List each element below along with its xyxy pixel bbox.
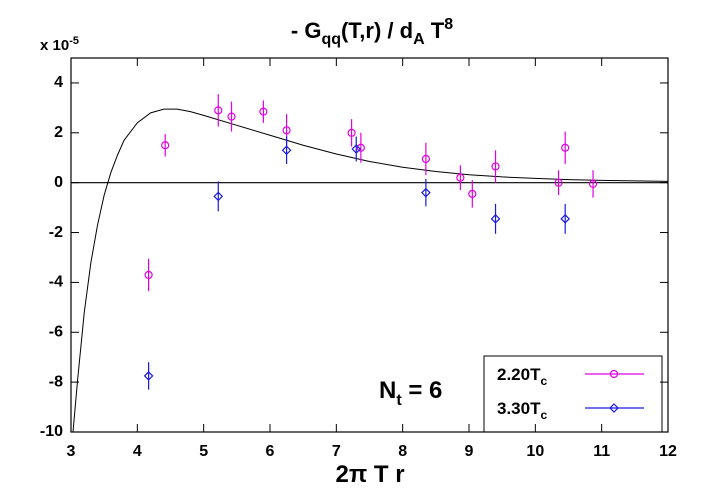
legend-box: [483, 355, 663, 433]
marker: [356, 143, 365, 152]
x-tick-label: 8: [398, 443, 407, 460]
y-tick-label: 2: [54, 124, 63, 141]
marker: [554, 178, 563, 187]
y-tick-label: -10: [40, 423, 63, 440]
marker: [490, 213, 501, 224]
marker: [560, 213, 571, 224]
title-sup: 8: [444, 16, 453, 33]
y-tick-label: 4: [54, 74, 63, 91]
x-tick-label: 11: [593, 443, 610, 460]
legend-label: 2.20Tc: [497, 365, 547, 388]
legend-label-part: 3.30T: [497, 399, 541, 418]
x-tick-label: 12: [659, 443, 677, 460]
marker: [609, 403, 619, 413]
marker: [161, 141, 170, 150]
legend-label-sub: c: [540, 374, 547, 388]
x-tick-label: 7: [332, 443, 341, 460]
marker: [456, 173, 465, 182]
marker: [491, 162, 500, 171]
y-multiplier: x 10-5: [40, 35, 79, 54]
x-tick-label: 3: [67, 443, 76, 460]
marker: [351, 144, 362, 154]
title-sub: qq: [321, 31, 341, 48]
legend-label-sub: c: [540, 408, 547, 422]
annotation-part: N: [379, 377, 396, 404]
x-tick-label: 9: [465, 443, 474, 460]
y-tick-label: -2: [49, 224, 63, 241]
y-tick-label: -8: [49, 373, 63, 390]
model-curve: [72, 108, 668, 432]
x-tick-label: 4: [133, 443, 142, 460]
title-part: - G: [291, 18, 322, 43]
marker: [143, 371, 154, 381]
marker: [227, 112, 236, 121]
annotation-part: = 6: [402, 377, 443, 404]
marker: [468, 189, 477, 198]
marker: [281, 145, 292, 156]
plot-frame: [70, 57, 669, 433]
chart-title: - Gqq(T,r) / dA T8: [291, 16, 453, 48]
marker: [421, 187, 431, 198]
marker: [609, 369, 619, 379]
y-tick-label: -6: [49, 323, 63, 340]
marker: [144, 270, 153, 280]
marker: [259, 107, 268, 116]
legend-label-part: 2.20T: [497, 365, 541, 384]
marker: [213, 191, 224, 202]
marker: [347, 128, 356, 137]
title-sub: A: [413, 31, 425, 48]
multiplier-base: x 10: [40, 37, 69, 54]
y-tick-label: 0: [54, 174, 63, 191]
annotation-sub: t: [396, 392, 402, 409]
marker: [561, 143, 570, 152]
x-tick-label: 6: [266, 443, 275, 460]
x-tick-label: 5: [199, 443, 208, 460]
x-axis-label: 2π T r: [335, 461, 404, 488]
marker: [214, 106, 223, 115]
title-part: T: [425, 18, 445, 43]
annotation: Nt = 6: [379, 377, 442, 409]
marker: [588, 179, 598, 189]
x-tick-label: 10: [526, 443, 544, 460]
multiplier-exp: -5: [69, 35, 79, 47]
marker: [421, 154, 430, 164]
marker: [282, 126, 291, 135]
y-tick-label: -4: [49, 274, 63, 291]
title-part: (T,r) / d: [341, 18, 413, 43]
legend-label: 3.30Tc: [497, 399, 547, 422]
